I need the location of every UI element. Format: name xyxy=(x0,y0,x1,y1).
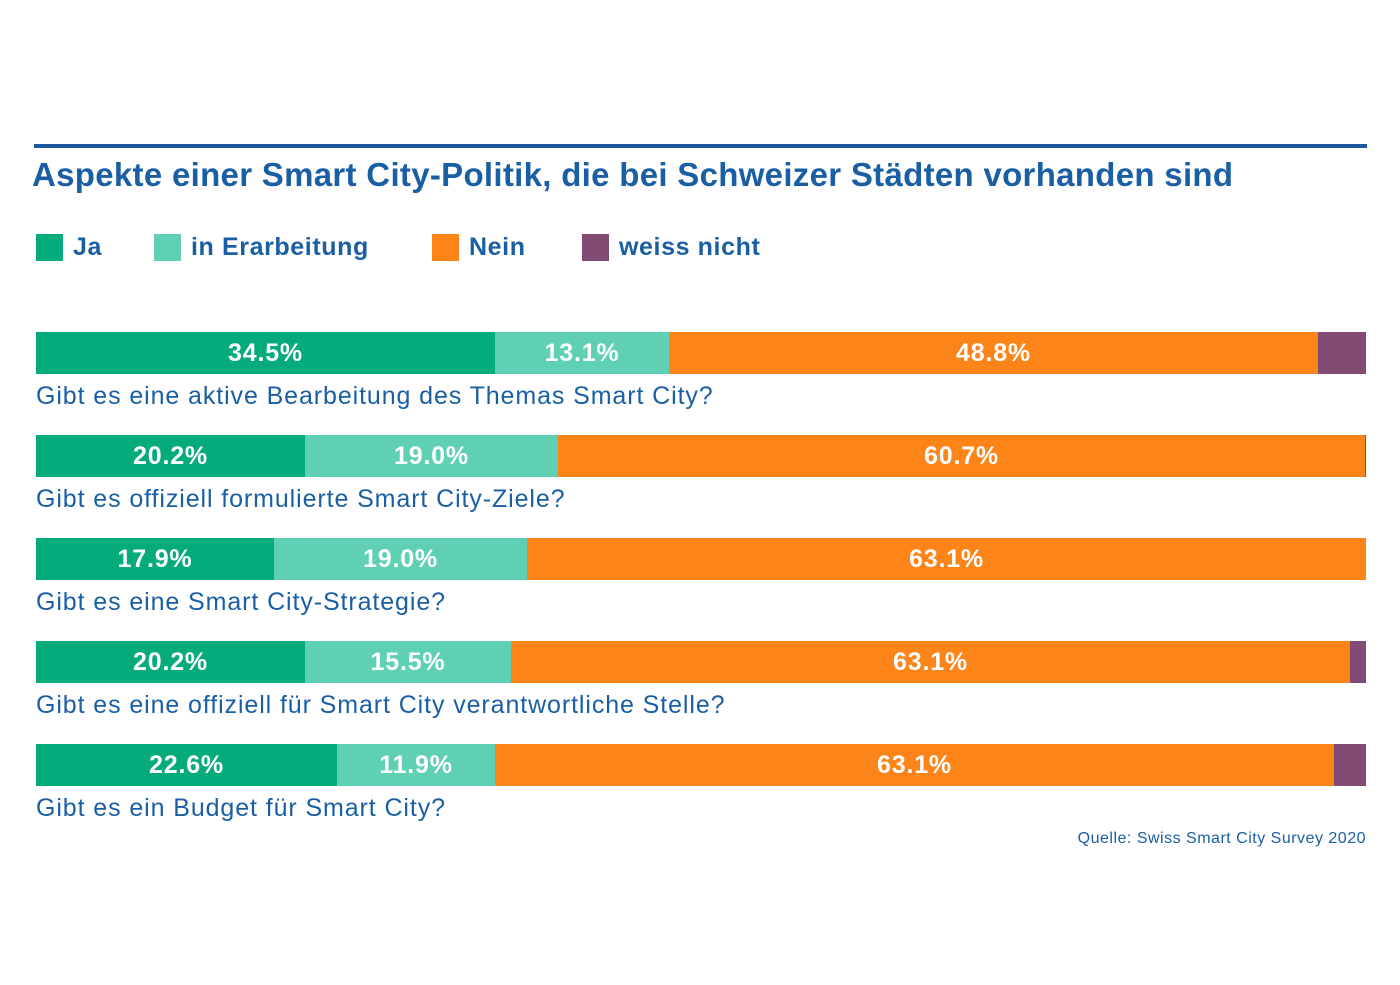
bar-row-1: 34.5% 13.1% 48.8% xyxy=(36,332,1366,374)
legend-swatch-nein xyxy=(432,233,459,261)
bar-segment-ja-1: 34.5% xyxy=(36,332,495,374)
bar-segment-weiss-nicht-1 xyxy=(1318,332,1366,374)
bar-segment-nein-1: 48.8% xyxy=(669,332,1318,374)
bar-segment-weiss-nicht-5 xyxy=(1334,744,1366,786)
data-label-nein-1: 48.8% xyxy=(956,338,1031,367)
legend-item-weiss-nicht: weiss nicht xyxy=(582,232,760,262)
bar-segment-ja-2: 20.2% xyxy=(36,435,305,477)
data-label-in-erarbeitung-1: 13.1% xyxy=(544,338,620,367)
legend-swatch-weiss-nicht xyxy=(582,233,609,261)
legend-label-nein: Nein xyxy=(469,232,526,261)
bar-segment-nein-5: 63.1% xyxy=(495,744,1334,786)
category-label-1: Gibt es eine aktive Bearbeitung des Them… xyxy=(36,382,714,410)
category-label-4: Gibt es eine offiziell für Smart City ve… xyxy=(36,691,726,719)
bar-row-2: 20.2% 19.0% 60.7% xyxy=(36,435,1366,477)
data-label-in-erarbeitung-2: 19.0% xyxy=(394,441,469,470)
bar-segment-in-erarbeitung-5: 11.9% xyxy=(337,744,495,786)
bar-segment-in-erarbeitung-3: 19.0% xyxy=(274,538,527,580)
legend-item-nein: Nein xyxy=(432,232,526,262)
data-label-in-erarbeitung-4: 15.5% xyxy=(370,647,446,676)
data-label-nein-4: 63.1% xyxy=(893,647,968,676)
source-note: Quelle: Swiss Smart City Survey 2020 xyxy=(1077,830,1366,847)
chart-title: Aspekte einer Smart City-Politik, die be… xyxy=(32,156,1234,193)
data-label-in-erarbeitung-3: 19.0% xyxy=(363,544,438,573)
data-label-ja-4: 20.2% xyxy=(133,647,208,676)
bar-segment-weiss-nicht-4 xyxy=(1350,641,1366,683)
legend-label-in-erarbeitung: in Erarbeitung xyxy=(191,232,369,261)
bar-row-4: 20.2% 15.5% 63.1% xyxy=(36,641,1366,683)
legend-item-in-erarbeitung: in Erarbeitung xyxy=(154,232,369,262)
legend-label-weiss-nicht: weiss nicht xyxy=(619,232,761,261)
data-label-ja-1: 34.5% xyxy=(228,338,303,367)
legend-item-ja: Ja xyxy=(36,232,102,262)
bar-segment-nein-4: 63.1% xyxy=(511,641,1350,683)
bar-segment-in-erarbeitung-1: 13.1% xyxy=(495,332,669,374)
bar-segment-ja-4: 20.2% xyxy=(36,641,305,683)
bar-row-5: 22.6% 11.9% 63.1% xyxy=(36,744,1366,786)
stacked-bar-chart: 34.5% 13.1% 48.8% Gibt es eine aktive Bearb… xyxy=(36,332,1366,832)
data-label-in-erarbeitung-5: 11.9% xyxy=(379,750,453,779)
legend-swatch-ja xyxy=(36,233,63,261)
data-label-nein-5: 63.1% xyxy=(877,750,952,779)
data-label-ja-2: 20.2% xyxy=(133,441,208,470)
category-label-3: Gibt es eine Smart City-Strategie? xyxy=(36,588,446,616)
bar-segment-in-erarbeitung-4: 15.5% xyxy=(305,641,511,683)
legend-label-ja: Ja xyxy=(73,232,103,261)
bar-segment-ja-3: 17.9% xyxy=(36,538,274,580)
data-label-nein-3: 63.1% xyxy=(909,544,984,573)
category-label-5: Gibt es ein Budget für Smart City? xyxy=(36,794,446,822)
data-label-ja-5: 22.6% xyxy=(149,750,224,779)
bar-row-3: 17.9% 19.0% 63.1% xyxy=(36,538,1366,580)
bar-segment-nein-3: 63.1% xyxy=(527,538,1366,580)
bar-segment-ja-5: 22.6% xyxy=(36,744,337,786)
data-label-nein-2: 60.7% xyxy=(924,441,999,470)
category-label-2: Gibt es offiziell formulierte Smart City… xyxy=(36,485,566,513)
title-rule xyxy=(34,144,1367,148)
data-label-ja-3: 17.9% xyxy=(117,544,193,573)
bar-segment-nein-2: 60.7% xyxy=(558,435,1365,477)
legend-swatch-in-erarbeitung xyxy=(154,233,181,261)
bar-segment-weiss-nicht-2 xyxy=(1365,435,1366,477)
bar-segment-in-erarbeitung-2: 19.0% xyxy=(305,435,558,477)
